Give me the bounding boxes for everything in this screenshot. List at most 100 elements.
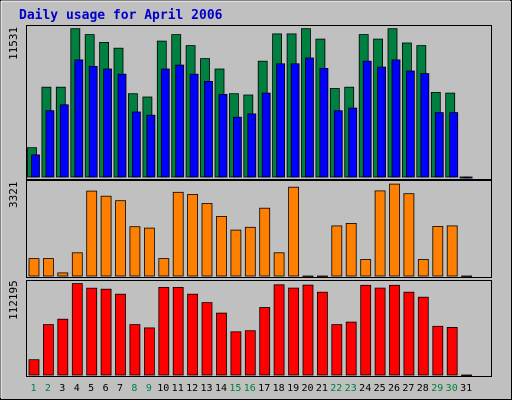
x-tick-label-day-1: 1 [30,383,36,394]
files-bar-day-2 [45,110,55,178]
kbytes-bar-day-30 [446,326,458,376]
panel-kbytes-ymax-label: 112195 [7,280,20,320]
files-bar-day-1 [31,154,40,178]
kbytes-bar-day-14 [216,312,227,376]
x-tick-label-day-10: 10 [157,383,169,394]
x-tick-label-day-25: 25 [374,383,386,394]
files-bar-day-8 [131,111,141,178]
bars-layer [27,28,473,377]
kbytes-bar-day-27 [403,291,415,376]
x-tick-label-day-28: 28 [417,383,429,394]
sites-bar-day-23 [345,222,357,277]
sites-bar-day-13 [201,203,213,277]
x-tick-label-day-24: 24 [359,383,371,394]
sites-bar-day-1 [28,258,40,277]
kbytes-bar-day-7 [115,293,126,376]
files-bar-day-5 [88,66,98,178]
kbytes-bar-day-16 [244,330,256,376]
kbytes-bar-day-20 [302,284,314,376]
sites-bar-day-27 [403,193,415,277]
x-axis-labels: 1 2 3 4 5 6 7 8 9 10 11 12 13 14 15 16 17 18 19 20 21 22 23 24 2… [30,383,472,394]
files-bar-day-7 [117,73,127,178]
kbytes-bar-day-21 [316,291,328,376]
files-bar-day-28 [420,73,430,178]
x-tick-label-day-29: 29 [431,383,443,394]
sites-bar-day-11 [172,191,184,277]
kbytes-bar-day-31 [461,374,473,377]
kbytes-bar-day-15 [230,331,242,376]
kbytes-bar-day-26 [389,284,400,376]
sites-bar-day-8 [129,226,141,277]
sites-bar-day-19 [288,186,300,277]
kbytes-bar-day-28 [417,296,429,376]
x-tick-label-day-6: 6 [103,383,109,394]
sites-bar-day-30 [446,225,458,277]
sites-bar-day-26 [389,183,400,277]
kbytes-bar-day-3 [57,318,69,376]
sites-bar-day-18 [273,252,285,277]
files-bar-day-13 [204,81,213,178]
sites-bar-day-29 [432,225,444,277]
kbytes-bar-day-8 [129,324,141,376]
files-bar-day-29 [434,112,444,178]
x-tick-label-day-16: 16 [244,383,256,394]
files-bar-day-25 [377,66,387,178]
x-tick-label-day-18: 18 [273,383,285,394]
sites-bar-day-14 [216,215,227,277]
panel-sites [26,180,492,278]
files-bar-day-9 [146,114,156,178]
x-tick-label-day-21: 21 [316,383,328,394]
x-tick-label-day-2: 2 [45,383,51,394]
x-tick-label-day-15: 15 [229,383,241,394]
x-tick-label-day-3: 3 [59,383,65,394]
x-tick-label-day-30: 30 [446,383,458,394]
files-bar-day-23 [348,107,358,178]
sites-bar-day-2 [43,258,54,277]
x-tick-label-day-26: 26 [388,383,400,394]
kbytes-bar-day-17 [259,307,271,376]
sites-bar-day-5 [86,190,98,277]
sites-bar-day-21 [316,275,328,278]
kbytes-bar-day-25 [374,287,386,376]
files-bar-day-11 [175,64,185,178]
sites-bar-day-24 [360,259,372,277]
x-tick-label-day-22: 22 [330,383,342,394]
files-bar-day-18 [276,63,286,178]
sites-bar-day-17 [259,207,271,277]
x-tick-label-day-17: 17 [258,383,270,394]
sites-bar-day-16 [244,226,256,277]
sites-bar-day-12 [187,194,199,277]
kbytes-bar-day-29 [432,325,444,376]
files-bar-day-10 [160,68,170,178]
x-tick-label-day-20: 20 [301,383,313,394]
kbytes-bar-day-18 [273,284,285,376]
sites-bar-day-4 [71,252,83,277]
panel-hits-ymax-label: 11531 [7,27,20,60]
files-bar-day-17 [261,92,271,178]
sites-bar-day-10 [158,258,170,277]
x-tick-label-day-23: 23 [345,383,357,394]
files-bar-day-24 [362,60,372,178]
x-tick-label-day-31: 31 [460,383,472,394]
kbytes-bar-day-1 [28,359,40,376]
x-tick-label-day-13: 13 [200,383,212,394]
files-bar-day-6 [103,68,112,178]
x-tick-label-day-12: 12 [186,383,198,394]
kbytes-bar-day-9 [143,327,155,376]
kbytes-bar-day-22 [331,324,343,376]
x-tick-label-day-9: 9 [146,383,152,394]
files-bar-day-12 [189,73,199,178]
sites-bar-day-28 [417,259,429,277]
sites-bar-day-31 [461,275,473,278]
kbytes-bar-day-23 [345,321,357,376]
files-bar-day-4 [74,59,84,178]
kbytes-bar-day-10 [158,286,170,376]
x-tick-label-day-14: 14 [215,383,227,394]
x-tick-label-day-11: 11 [172,383,184,394]
files-bar-day-31 [463,176,473,179]
kbytes-bar-day-12 [187,293,199,376]
chart-title: Daily usage for April 2006 [19,8,223,23]
x-tick-label-day-5: 5 [88,383,94,394]
files-bar-day-16 [247,113,257,178]
